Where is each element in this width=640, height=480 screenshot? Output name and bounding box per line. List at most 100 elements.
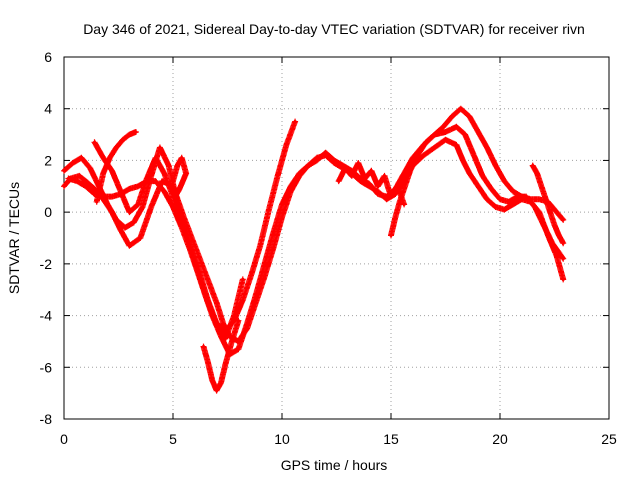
data-point [140, 205, 145, 209]
data-point [108, 156, 112, 160]
data-point [236, 319, 240, 323]
data-point [557, 233, 561, 237]
data-point [101, 156, 105, 160]
data-point [498, 197, 502, 201]
data-point [160, 179, 164, 183]
data-point [417, 151, 421, 155]
data-point [485, 197, 489, 201]
data-point [138, 236, 142, 240]
data-point [441, 125, 445, 129]
data-point [433, 133, 437, 137]
data-point [476, 184, 480, 188]
data-point [162, 189, 166, 194]
data-point [241, 277, 245, 281]
data-point [485, 145, 489, 150]
data-point [450, 114, 454, 119]
data-point [145, 179, 149, 183]
data-point [461, 158, 465, 162]
data-point [561, 218, 565, 222]
data-point [332, 158, 336, 162]
data-point [84, 179, 88, 183]
data-point [149, 205, 153, 209]
data-point [267, 208, 271, 212]
data-point [324, 151, 328, 155]
data-point [481, 174, 485, 178]
data-point [376, 184, 380, 188]
data-point [215, 389, 219, 393]
y-tick-label: -4 [40, 308, 53, 324]
data-point [110, 169, 114, 173]
data-point [467, 114, 472, 119]
data-point [350, 174, 354, 178]
data-point [62, 169, 66, 173]
data-point [158, 145, 162, 150]
data-point [180, 226, 184, 230]
data-point [92, 140, 97, 144]
data-series [61, 105, 567, 394]
chart-title: Day 346 of 2021, Sidereal Day-to-day VTE… [83, 21, 585, 37]
data-point [154, 179, 158, 183]
y-tick-label: 0 [44, 204, 52, 220]
data-point [171, 205, 175, 209]
data-point [171, 179, 175, 183]
data-point [454, 125, 458, 129]
data-point [276, 174, 280, 178]
data-point [472, 153, 476, 157]
data-point [443, 130, 448, 134]
data-point [221, 321, 225, 325]
data-point [123, 226, 127, 230]
data-point [555, 254, 559, 258]
data-point [289, 184, 293, 188]
data-point [245, 321, 249, 325]
data-point [489, 187, 493, 191]
data-point [406, 174, 410, 178]
data-point [271, 246, 275, 250]
data-point [121, 138, 125, 142]
data-point [184, 171, 188, 175]
series-track-5 [93, 129, 139, 205]
data-point [62, 184, 66, 188]
data-point [341, 164, 345, 168]
data-point [75, 179, 79, 183]
data-point [369, 169, 373, 173]
data-point [389, 233, 393, 237]
x-tick-label: 15 [383, 431, 399, 447]
y-tick-label: 2 [44, 152, 52, 168]
data-point [297, 171, 301, 175]
data-point [215, 301, 219, 305]
x-tick-label: 25 [601, 431, 617, 447]
data-point [459, 107, 463, 111]
data-point [337, 179, 341, 183]
data-point [395, 184, 400, 188]
data-point [520, 195, 524, 199]
data-point [84, 184, 88, 188]
data-point [533, 205, 537, 209]
data-point [402, 171, 406, 175]
data-point [193, 244, 197, 248]
series-markers [61, 136, 567, 345]
data-point [175, 164, 179, 168]
data-point [343, 166, 347, 170]
data-point [127, 187, 131, 191]
data-point [263, 262, 267, 266]
data-point [550, 241, 554, 245]
y-tick-label: -2 [40, 256, 53, 272]
data-point [544, 197, 548, 201]
y-tick-label: -8 [40, 411, 53, 427]
series-track-6 [170, 154, 190, 200]
data-point [537, 197, 541, 201]
y-tick-label: -6 [40, 359, 53, 375]
data-point [88, 166, 92, 170]
data-point [223, 337, 227, 341]
data-point [119, 228, 123, 232]
data-point [454, 143, 458, 147]
data-point [210, 378, 214, 382]
x-tick-label: 5 [169, 431, 177, 447]
y-tick-label: 4 [44, 101, 52, 117]
x-tick-label: 10 [274, 431, 290, 447]
y-tick-label: 6 [44, 49, 52, 65]
data-point [162, 171, 166, 175]
data-point [134, 130, 138, 134]
data-point [254, 293, 258, 297]
